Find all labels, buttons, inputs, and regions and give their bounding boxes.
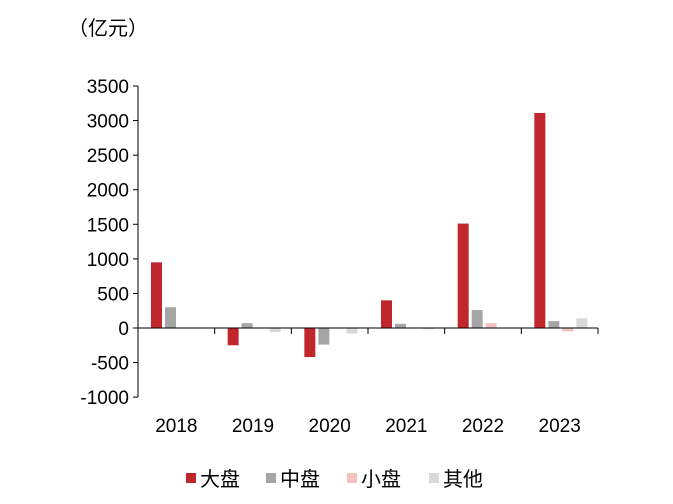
bar-2019-series-1 — [227, 328, 239, 346]
legend-swatch-2 — [266, 473, 276, 483]
x-tick-label-2018: 2018 — [155, 416, 197, 437]
bar-2021-series-1 — [381, 300, 392, 328]
legend: 大盘 中盘 小盘 其他 — [186, 468, 483, 491]
y-tick-label: 3000 — [87, 112, 129, 133]
x-tick-label-2019: 2019 — [232, 416, 274, 437]
y-tick-label: 500 — [97, 284, 129, 305]
y-tick-label: 2000 — [87, 181, 129, 202]
y-tick-label: 1500 — [87, 215, 129, 236]
x-tick-label-2021: 2021 — [385, 416, 427, 437]
bar-2020-series-1 — [304, 328, 316, 358]
bar-2023-series-3 — [562, 328, 574, 332]
bar-2022-series-3 — [485, 323, 497, 328]
legend-label-2: 中盘 — [280, 468, 320, 491]
bar-2019-series-4 — [269, 328, 281, 333]
y-tick-label: 0 — [118, 319, 129, 340]
bar-2020-series-2 — [318, 328, 330, 345]
y-tick-label: 3500 — [87, 77, 129, 98]
legend-swatch-4 — [429, 473, 439, 483]
bars-group — [151, 112, 588, 358]
bar-2022-series-2 — [471, 310, 483, 328]
bar-2023-series-1 — [534, 112, 546, 328]
legend-label-4: 其他 — [443, 468, 483, 491]
y-tick-label: -500 — [91, 354, 129, 375]
y-tick-label: -1000 — [80, 388, 129, 409]
bar-2021-series-2 — [395, 323, 406, 328]
legend-swatch-1 — [186, 473, 196, 483]
bar-2023-series-4 — [576, 318, 588, 328]
bar-2021-series-4 — [423, 328, 434, 330]
y-tick-label: 2500 — [87, 146, 129, 167]
legend-label-3: 小盘 — [361, 468, 401, 491]
bar-2022-series-1 — [457, 223, 469, 328]
bar-2023-series-2 — [548, 321, 560, 328]
x-tick-label-2022: 2022 — [462, 416, 504, 437]
x-tick-label-2020: 2020 — [309, 416, 351, 437]
bar-2019-series-2 — [241, 323, 253, 328]
axes-group: 3500 3000 2500 2000 1500 1000 500 0 -500 -1000 201… — [80, 77, 599, 437]
bar-2018-series-1 — [151, 262, 162, 328]
bar-2020-series-4 — [346, 328, 358, 334]
legend-swatch-3 — [347, 473, 357, 483]
y-axis-unit-label: （亿元） — [68, 17, 148, 40]
x-tick-label-2023: 2023 — [539, 416, 581, 437]
bar-2018-series-2 — [165, 307, 176, 328]
legend-label-1: 大盘 — [200, 468, 240, 491]
y-tick-label: 1000 — [87, 250, 129, 271]
